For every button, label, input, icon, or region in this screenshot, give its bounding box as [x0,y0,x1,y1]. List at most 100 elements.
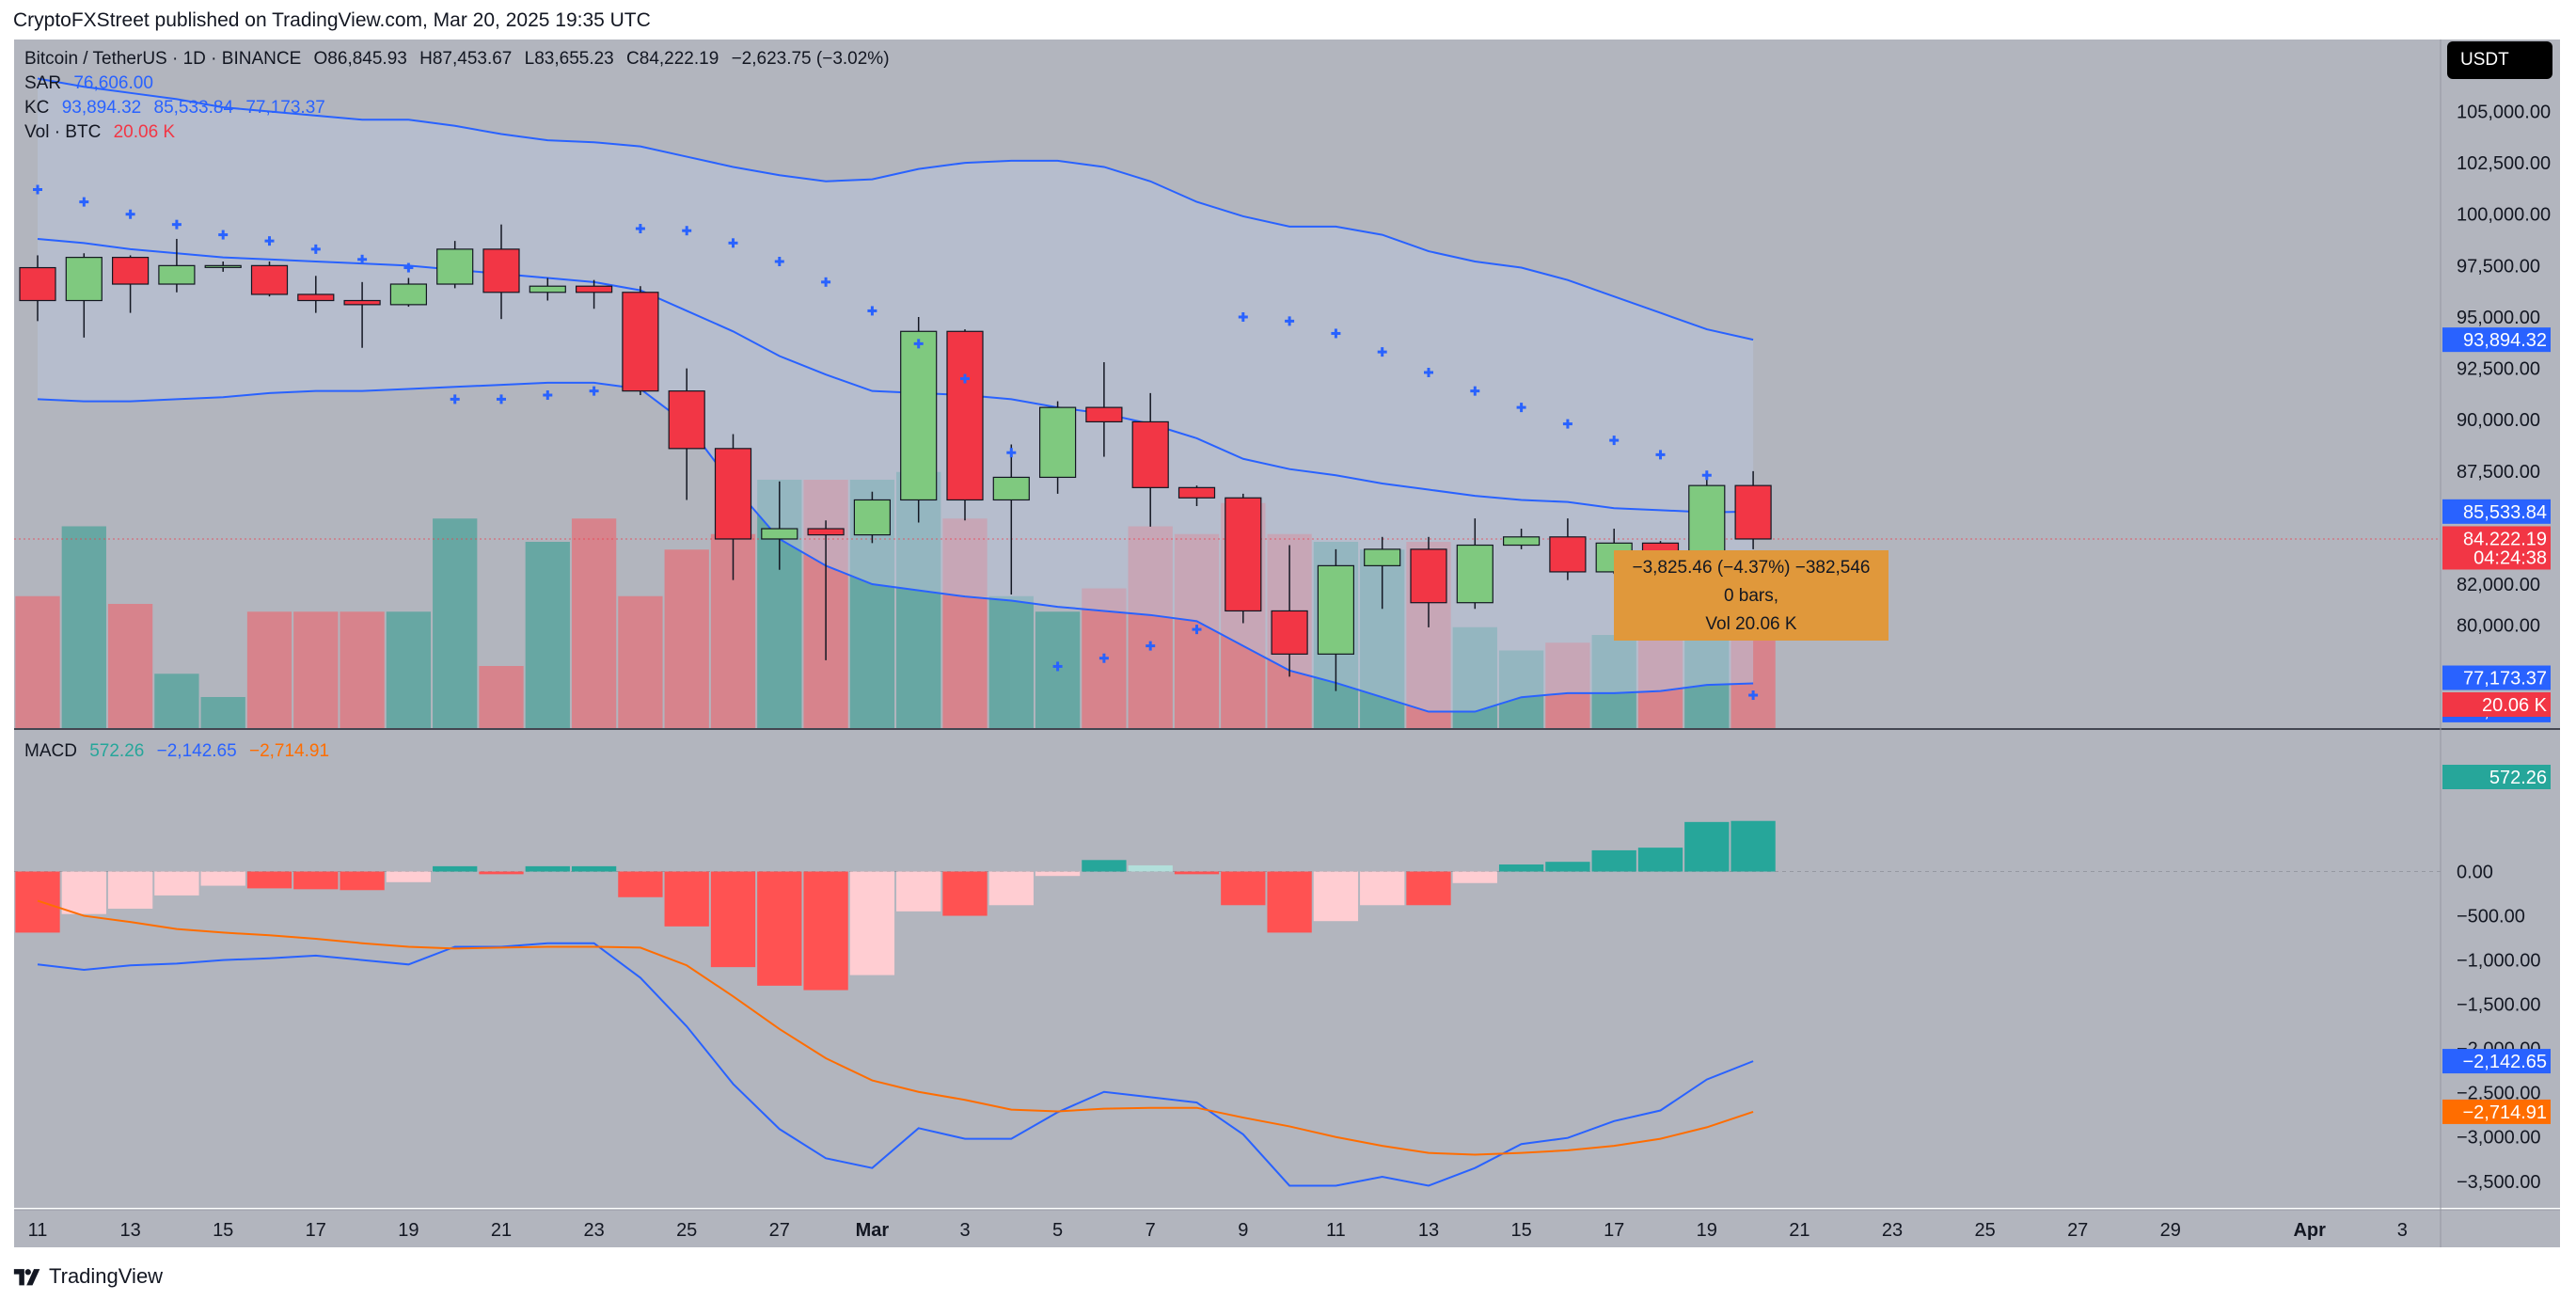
price-tick-label: 97,500.00 [2457,256,2540,277]
candle [1549,518,1587,580]
legend-low: L83,655.23 [524,49,614,69]
sar-point [1748,690,1759,701]
macd-histogram-bar [154,871,199,896]
candle [111,255,150,313]
time-tick-label: 11 [1326,1220,1346,1241]
macd-histogram-bar [1035,871,1081,877]
macd-histogram-bar [1498,864,1544,872]
candle-body [111,257,150,285]
volume-bar [61,526,106,728]
sar-point [960,373,970,384]
time-tick-label: 23 [583,1220,604,1241]
time-tick-label: 25 [676,1220,697,1241]
candle-body [668,390,705,450]
time-tick-label: 13 [1418,1220,1439,1241]
symbol-legend: Bitcoin / TetherUS · 1D · BINANCE O86,84… [24,49,897,70]
volume-bar [433,518,478,728]
time-tick-label: 29 [2160,1220,2181,1241]
sar-point [1192,625,1202,635]
kc-legend-mid: 85,533.84 [153,98,234,118]
signal-line [37,899,1754,1156]
candle [714,434,752,580]
candle-body [1456,544,1493,604]
axes: 107,500.00105,000.00102,500.00100,000.00… [28,51,2551,1241]
candle [761,481,798,570]
sar-point [682,226,692,236]
sar-point [1238,311,1248,322]
tradingview-brand[interactable]: TradingView [13,1264,163,1289]
sar-point [450,394,460,404]
time-tick-label: 19 [398,1220,419,1241]
candle [65,253,103,338]
sar-point [310,244,321,254]
sar-point [1609,436,1620,446]
tag-signal-bg [2442,1099,2551,1124]
candle-body [1131,420,1169,488]
sar-point [1470,386,1480,396]
candle [992,444,1030,595]
candle [436,241,474,289]
candle [1317,548,1355,691]
price-tick-label: 100,000.00 [2457,205,2551,226]
volume-legend: Vol · BTC 20.06 K [24,122,182,143]
sar-point [1377,347,1387,357]
currency-button[interactable]: USDT [2447,41,2552,79]
candle-body [807,528,845,536]
candle-body [389,283,427,306]
volume-bar [479,666,524,728]
time-tick-label: 27 [769,1220,790,1241]
macd-histogram-bar [200,871,245,886]
candle [1734,470,1772,549]
candle [1502,529,1541,549]
volume-legend-value: 20.06 K [113,122,176,142]
candle [1085,362,1123,457]
macd-tick-label: −500.00 [2457,907,2525,927]
macd-histogram-bar [1637,848,1683,872]
kc-line-lower [37,381,1754,713]
volume-bar [386,611,432,728]
volume-legend-label: Vol · BTC [24,122,102,142]
legend-pair: Bitcoin / TetherUS · 1D · BINANCE [24,49,302,69]
macd-histogram-bar [386,871,432,882]
macd-histogram-bar [293,871,339,890]
sar-point [728,238,738,248]
macd-histogram-bar [107,871,153,910]
sar-point [1285,316,1295,326]
tag-kc-upper: 93,894.32 [2463,330,2547,351]
candle-body [1734,484,1772,540]
candle-body [1317,564,1355,655]
macd-legend-signal: −2,714.91 [248,741,330,761]
legend-high: H87,453.67 [419,49,513,69]
price-tick-label: 92,500.00 [2457,359,2540,380]
candle-body [1410,548,1447,604]
candle-body [158,264,196,285]
candle [343,281,381,348]
sar-point [543,390,553,401]
price-tick-label: 105,000.00 [2457,102,2551,122]
candle-body [1502,536,1541,547]
macd-tick-label: −1,000.00 [2457,951,2541,972]
price-tick-label: 95,000.00 [2457,308,2540,328]
candle [1177,485,1216,507]
sar-legend: SAR 76,606.00 [24,73,161,94]
candle [946,329,984,521]
candle [1038,401,1077,494]
volume-bar [571,518,617,728]
macd-histogram-bar [710,871,756,968]
candle [529,277,566,301]
macd-histogram-bar [1313,871,1359,922]
sar-point [171,219,182,230]
sar-point [1006,448,1017,458]
tag-macd-hist-bg [2442,765,2551,789]
macd-histogram-bar [61,871,106,914]
sar-point [1424,367,1433,377]
price-tick-label: 82,000.00 [2457,575,2540,595]
candle-body [436,248,474,285]
macd-legend-macd: −2,142.65 [156,741,237,761]
parabolic-sar [33,184,1759,701]
macd-histogram-bar [479,871,524,875]
macd-histogram-bar [246,871,292,889]
tooltip-bars: 0 bars, [1723,586,1779,606]
